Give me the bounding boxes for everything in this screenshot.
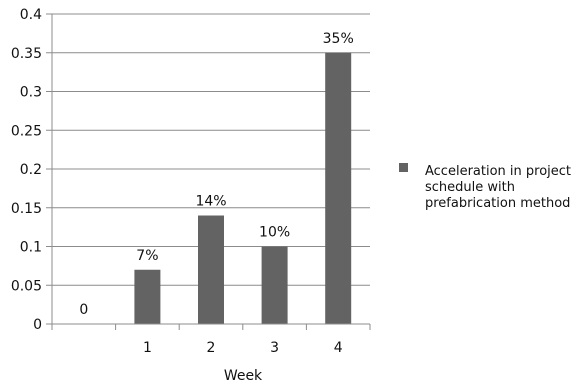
bar bbox=[134, 269, 161, 324]
y-tick-label: 0.05 bbox=[11, 278, 42, 294]
y-tick-label: 0.2 bbox=[20, 162, 42, 178]
y-tick-label: 0.4 bbox=[20, 7, 42, 23]
x-tick-label: 1 bbox=[143, 340, 152, 356]
legend: Acceleration in project schedule with pr… bbox=[399, 163, 571, 211]
x-tick-label: 2 bbox=[207, 340, 216, 356]
data-label: 0 bbox=[79, 302, 88, 318]
x-tick-label: 4 bbox=[334, 340, 343, 356]
legend-line-1: Acceleration in project bbox=[425, 164, 571, 179]
bar bbox=[261, 246, 288, 324]
data-label: 10% bbox=[259, 225, 290, 241]
grid-layer bbox=[52, 13, 370, 325]
data-label: 35% bbox=[323, 31, 354, 47]
labels-layer: 0 0.05 0.1 0.15 0.2 0.25 0.3 0.35 0.4 0 1 7% 2 14% 3 10… bbox=[11, 7, 354, 356]
y-tick-label: 0 bbox=[33, 317, 42, 333]
bar bbox=[198, 215, 224, 324]
y-tick-label: 0.1 bbox=[20, 240, 42, 256]
axis-layer bbox=[46, 13, 371, 330]
bars-layer bbox=[134, 52, 352, 324]
x-axis-title: Week bbox=[224, 368, 263, 384]
y-tick-label: 0.3 bbox=[20, 85, 42, 101]
y-tick-label: 0.35 bbox=[11, 46, 42, 62]
x-tick-label: 3 bbox=[270, 340, 279, 356]
legend-swatch bbox=[399, 163, 408, 172]
y-tick-label: 0.15 bbox=[11, 201, 42, 217]
data-label: 7% bbox=[136, 248, 158, 264]
data-label: 14% bbox=[195, 194, 226, 210]
bar bbox=[325, 52, 352, 324]
legend-line-2: schedule with bbox=[425, 180, 515, 195]
legend-line-3: prefabrication method bbox=[425, 196, 570, 211]
y-tick-label: 0.25 bbox=[11, 123, 42, 139]
